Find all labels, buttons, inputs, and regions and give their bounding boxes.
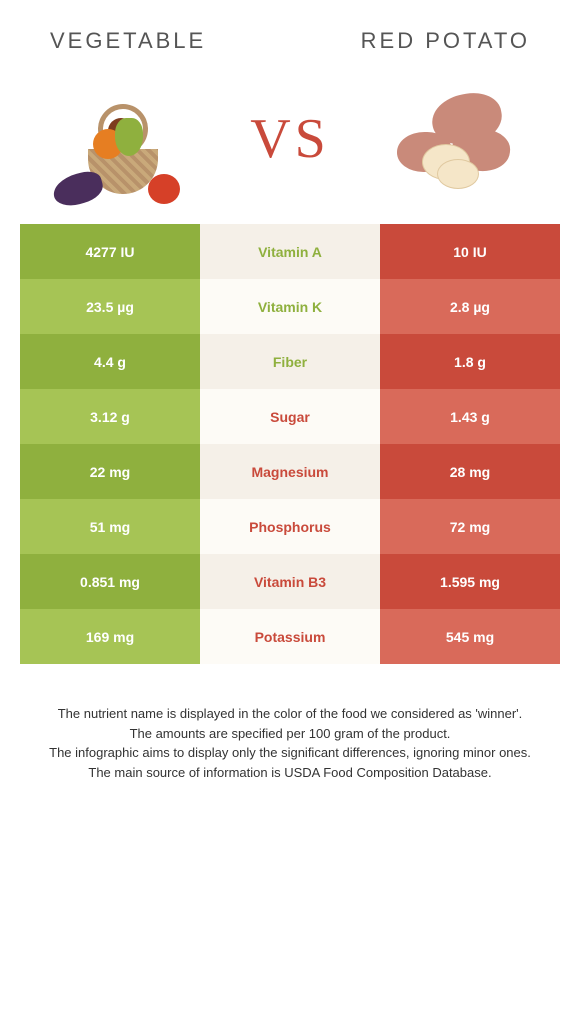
left-value: 22 mg (20, 444, 200, 499)
nutrient-name: Vitamin A (200, 224, 380, 279)
vs-label: VS (250, 107, 330, 171)
nutrient-table: 4277 IUVitamin A10 IU23.5 µgVitamin K2.8… (20, 224, 560, 664)
nutrient-name: Phosphorus (200, 499, 380, 554)
right-food-title: Red potato (361, 28, 530, 54)
nutrient-name: Sugar (200, 389, 380, 444)
left-value: 51 mg (20, 499, 200, 554)
table-row: 0.851 mgVitamin B31.595 mg (20, 554, 560, 609)
nutrient-name: Potassium (200, 609, 380, 664)
footer-notes: The nutrient name is displayed in the co… (0, 664, 580, 782)
left-value: 23.5 µg (20, 279, 200, 334)
table-row: 3.12 gSugar1.43 g (20, 389, 560, 444)
footer-line: The amounts are specified per 100 gram o… (20, 724, 560, 744)
table-row: 169 mgPotassium545 mg (20, 609, 560, 664)
left-value: 169 mg (20, 609, 200, 664)
vegetable-image (53, 74, 203, 204)
right-value: 1.595 mg (380, 554, 560, 609)
right-value: 545 mg (380, 609, 560, 664)
left-value: 4277 IU (20, 224, 200, 279)
left-value: 3.12 g (20, 389, 200, 444)
table-row: 4277 IUVitamin A10 IU (20, 224, 560, 279)
table-row: 23.5 µgVitamin K2.8 µg (20, 279, 560, 334)
left-food-title: Vegetable (50, 28, 206, 54)
nutrient-name: Magnesium (200, 444, 380, 499)
right-value: 10 IU (380, 224, 560, 279)
red-potato-image (377, 74, 527, 204)
header: Vegetable Red potato (0, 0, 580, 64)
nutrient-name: Vitamin K (200, 279, 380, 334)
vs-row: VS (0, 64, 580, 224)
right-value: 72 mg (380, 499, 560, 554)
right-value: 1.8 g (380, 334, 560, 389)
nutrient-name: Fiber (200, 334, 380, 389)
nutrient-name: Vitamin B3 (200, 554, 380, 609)
table-row: 22 mgMagnesium28 mg (20, 444, 560, 499)
right-value: 28 mg (380, 444, 560, 499)
footer-line: The nutrient name is displayed in the co… (20, 704, 560, 724)
footer-line: The main source of information is USDA F… (20, 763, 560, 783)
table-row: 4.4 gFiber1.8 g (20, 334, 560, 389)
left-value: 0.851 mg (20, 554, 200, 609)
footer-line: The infographic aims to display only the… (20, 743, 560, 763)
table-row: 51 mgPhosphorus72 mg (20, 499, 560, 554)
right-value: 1.43 g (380, 389, 560, 444)
right-value: 2.8 µg (380, 279, 560, 334)
left-value: 4.4 g (20, 334, 200, 389)
